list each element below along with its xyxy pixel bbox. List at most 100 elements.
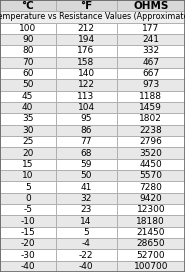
Bar [0,79,56,91]
Text: -5: -5 [23,205,32,214]
Bar [56,0,117,11]
Bar [56,181,117,193]
Text: 50: 50 [22,81,33,89]
Text: -10: -10 [20,217,35,225]
Text: 30: 30 [22,126,33,135]
Text: 100: 100 [19,24,36,33]
Bar [56,102,117,113]
Bar [0,34,56,45]
Text: 100700: 100700 [134,262,168,271]
Bar [117,57,185,68]
Bar [0,113,56,125]
Bar [0,238,56,249]
Text: 1188: 1188 [139,92,162,101]
Text: 15: 15 [22,160,33,169]
Text: 2238: 2238 [139,126,162,135]
Bar [117,227,185,238]
Text: 28650: 28650 [137,239,165,248]
Text: 41: 41 [80,183,92,191]
Text: 50: 50 [80,171,92,180]
Bar [56,159,117,170]
Bar [117,159,185,170]
Bar [117,91,185,102]
Bar [117,23,185,34]
Text: °F: °F [80,1,92,11]
Text: 5: 5 [25,183,31,191]
Bar [117,79,185,91]
Text: 40: 40 [22,103,33,112]
Bar [117,261,185,272]
Text: 113: 113 [77,92,95,101]
Text: 5: 5 [83,228,89,237]
Text: 1802: 1802 [139,115,162,123]
Bar [0,91,56,102]
Bar [0,68,56,79]
Bar [0,159,56,170]
Text: 212: 212 [78,24,95,33]
Bar [117,204,185,215]
Bar [56,34,117,45]
Bar [117,68,185,79]
Bar [117,238,185,249]
Text: 2796: 2796 [139,137,162,146]
Bar [117,102,185,113]
Bar [117,147,185,159]
Text: 158: 158 [77,58,95,67]
Bar [0,45,56,57]
Bar [56,125,117,136]
Text: 3520: 3520 [139,149,162,157]
Text: 21450: 21450 [137,228,165,237]
Text: 194: 194 [78,35,95,44]
Text: 59: 59 [80,160,92,169]
Text: 4450: 4450 [139,160,162,169]
Text: 9420: 9420 [139,194,162,203]
Text: -20: -20 [20,239,35,248]
Text: 25: 25 [22,137,33,146]
Text: -15: -15 [20,228,35,237]
Text: 52700: 52700 [137,251,165,259]
Text: 332: 332 [142,47,159,55]
Bar [117,113,185,125]
Bar [56,238,117,249]
Text: 23: 23 [80,205,92,214]
Text: -22: -22 [79,251,93,259]
Bar [0,170,56,181]
Text: OHMS: OHMS [133,1,169,11]
Text: 176: 176 [77,47,95,55]
Text: 70: 70 [22,58,33,67]
Text: 12300: 12300 [137,205,165,214]
Bar [56,57,117,68]
Text: 1459: 1459 [139,103,162,112]
Bar [117,170,185,181]
Bar [56,79,117,91]
Text: 5570: 5570 [139,171,162,180]
Text: -4: -4 [82,239,90,248]
Bar [0,11,185,23]
Bar [56,113,117,125]
Text: 104: 104 [78,103,95,112]
Bar [117,249,185,261]
Bar [0,23,56,34]
Bar [0,57,56,68]
Bar [56,45,117,57]
Bar [56,227,117,238]
Text: Temperature vs Resistance Values (Approximate): Temperature vs Resistance Values (Approx… [0,13,185,21]
Bar [117,0,185,11]
Text: 14: 14 [80,217,92,225]
Text: 90: 90 [22,35,33,44]
Text: 140: 140 [78,69,95,78]
Bar [0,227,56,238]
Text: 177: 177 [142,24,159,33]
Bar [0,102,56,113]
Text: 45: 45 [22,92,33,101]
Bar [56,147,117,159]
Bar [56,261,117,272]
Text: -30: -30 [20,251,35,259]
Bar [56,170,117,181]
Bar [117,34,185,45]
Text: 18180: 18180 [136,217,165,225]
Bar [0,147,56,159]
Text: 122: 122 [78,81,95,89]
Bar [117,193,185,204]
Text: 35: 35 [22,115,33,123]
